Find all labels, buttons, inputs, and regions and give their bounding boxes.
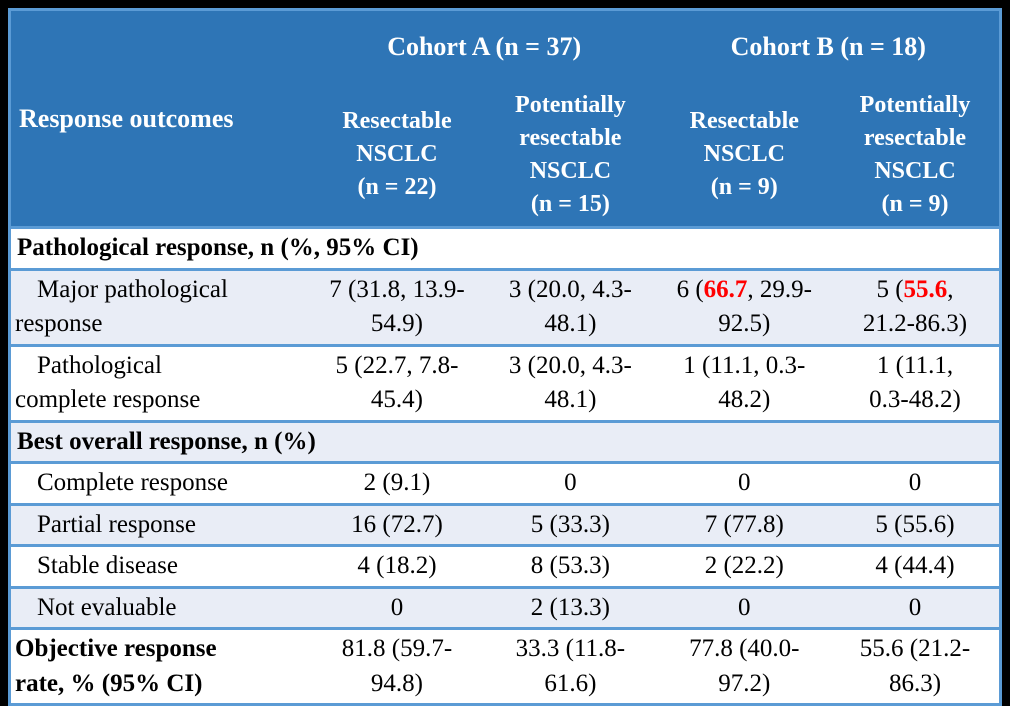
data-cell: 2 (22.2): [657, 544, 831, 587]
row-label: Stable disease: [9, 544, 311, 587]
table-row-objective-response-rate: Objective response rate, % (95% CI) 81.8…: [9, 627, 1001, 705]
data-cell: 4 (44.4): [831, 544, 1001, 587]
row-label: Not evaluable: [9, 585, 311, 629]
data-cell: 0: [483, 461, 658, 504]
section-title: Pathological response, n (%, 95% CI): [9, 226, 1001, 269]
data-cell: 77.8 (40.0- 97.2): [657, 627, 831, 705]
section-header-pathological-response: Pathological response, n (%, 95% CI): [9, 226, 1001, 269]
column-header-resectable-a: Resectable NSCLC (n = 22): [310, 83, 484, 228]
column-header-potentially-resectable-b: Potentially resectable NSCLC (n = 9): [831, 83, 1001, 228]
data-cell: 33.3 (11.8- 61.6): [483, 627, 658, 705]
table-row-stable-disease: Stable disease 4 (18.2) 8 (53.3) 2 (22.2…: [9, 544, 1001, 587]
data-cell: 0: [310, 585, 484, 629]
data-cell: 0: [831, 585, 1001, 629]
section-header-best-overall-response: Best overall response, n (%): [9, 419, 1001, 463]
column-header-potentially-resectable-a: Potentially resectable NSCLC (n = 15): [483, 83, 658, 228]
data-cell: 55.6 (21.2- 86.3): [831, 627, 1001, 705]
data-cell: 8 (53.3): [483, 544, 658, 587]
table-row-partial-response: Partial response 16 (72.7) 5 (33.3) 7 (7…: [9, 502, 1001, 546]
value-prefix: 5 (: [876, 275, 904, 303]
data-cell: 5 (33.3): [483, 502, 658, 546]
value-suffix: , 29.9- 92.5): [718, 275, 812, 338]
value-suffix: , 21.2-86.3): [862, 275, 968, 338]
data-cell: 2 (13.3): [483, 585, 658, 629]
data-cell: 6 (66.7, 29.9- 92.5): [657, 267, 831, 345]
data-cell: 4 (18.2): [310, 544, 484, 587]
data-cell: 3 (20.0, 4.3- 48.1): [483, 267, 658, 345]
header-row-cohorts: Response outcomes Cohort A (n = 37) Coho…: [9, 9, 1001, 228]
row-label: Partial response: [9, 502, 311, 546]
row-label: Objective response rate, % (95% CI): [9, 627, 311, 705]
row-label: Pathological complete response: [9, 343, 311, 421]
table-row-not-evaluable: Not evaluable 0 2 (13.3) 0 0: [9, 585, 1001, 629]
data-cell: 1 (11.1, 0.3-48.2): [831, 343, 1001, 421]
highlight-red-value: 55.6: [903, 275, 948, 303]
table-row-major-pathological-response: Major pathological response 7 (31.8, 13.…: [9, 267, 1001, 345]
column-header-cohort-b: Cohort B (n = 18): [657, 9, 1001, 84]
data-cell: 16 (72.7): [310, 502, 484, 546]
data-cell: 7 (77.8): [657, 502, 831, 546]
response-outcomes-table: Response outcomes Cohort A (n = 37) Coho…: [8, 8, 1002, 706]
data-cell: 0: [831, 461, 1001, 504]
data-cell: 1 (11.1, 0.3- 48.2): [657, 343, 831, 421]
data-cell: 5 (22.7, 7.8- 45.4): [310, 343, 484, 421]
row-label: Complete response: [9, 461, 311, 504]
row-label: Major pathological response: [9, 267, 311, 345]
column-header-response-outcomes: Response outcomes: [9, 9, 311, 228]
data-cell: 3 (20.0, 4.3- 48.1): [483, 343, 658, 421]
data-cell: 2 (9.1): [310, 461, 484, 504]
data-cell: 0: [657, 461, 831, 504]
results-table: Response outcomes Cohort A (n = 37) Coho…: [8, 8, 1002, 706]
column-header-resectable-b: Resectable NSCLC (n = 9): [657, 83, 831, 228]
header-row-subgroups: Resectable NSCLC (n = 22) Potentially re…: [10, 83, 1001, 228]
table-row-pathological-complete-response: Pathological complete response 5 (22.7, …: [9, 343, 1001, 421]
data-cell: 81.8 (59.7- 94.8): [310, 627, 484, 705]
data-cell: 5 (55.6): [831, 502, 1001, 546]
value-prefix: 6 (: [676, 275, 704, 303]
table-row-complete-response: Complete response 2 (9.1) 0 0 0: [9, 461, 1001, 504]
data-cell: 5 (55.6, 21.2-86.3): [831, 267, 1001, 345]
section-title: Best overall response, n (%): [9, 419, 1001, 463]
highlight-red-value: 66.7: [703, 275, 748, 303]
column-header-cohort-a: Cohort A (n = 37): [310, 9, 658, 84]
data-cell: 0: [657, 585, 831, 629]
data-cell: 7 (31.8, 13.9- 54.9): [310, 267, 484, 345]
